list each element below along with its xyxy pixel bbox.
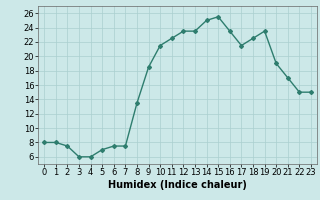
X-axis label: Humidex (Indice chaleur): Humidex (Indice chaleur)	[108, 180, 247, 190]
